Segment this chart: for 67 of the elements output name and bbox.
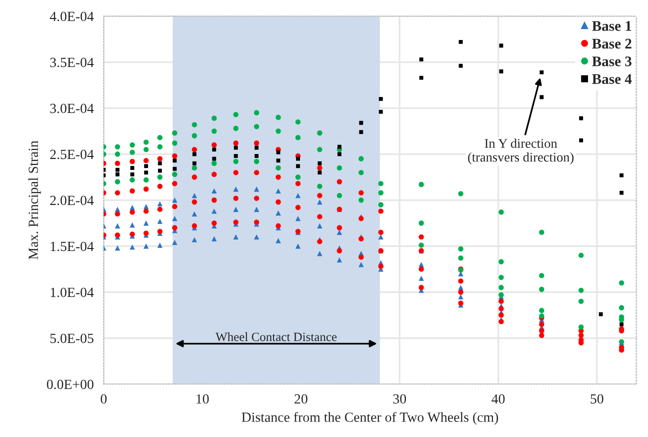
point [276, 158, 280, 163]
point [158, 161, 162, 166]
point [144, 164, 148, 168]
point [458, 40, 463, 44]
point [378, 110, 383, 114]
point [116, 168, 120, 172]
y-tick-label: 1.0E-04 [50, 288, 94, 298]
point [419, 76, 424, 80]
legend-label: Base 4 [592, 74, 632, 84]
point [337, 152, 342, 156]
point [130, 172, 134, 176]
point [254, 146, 259, 150]
point [579, 116, 584, 120]
y-tick-label: 1.5E-04 [50, 242, 94, 252]
band-label: Wheel Contact Distance [216, 332, 337, 342]
point [254, 154, 259, 158]
y-tick-label: 0.0E+00 [46, 380, 94, 390]
point [359, 130, 364, 134]
x-tick-label: 50 [590, 394, 604, 404]
x-tick-label: 40 [492, 394, 505, 404]
point [296, 156, 300, 161]
y-tick-label: 4.0E-04 [50, 12, 94, 22]
x-axis-title: Distance from the Center of Two Wheels (cm) [242, 412, 498, 425]
y-tick-label: 3.5E-04 [50, 58, 94, 68]
point [234, 146, 238, 150]
point [620, 322, 624, 326]
x-tick-label: 10 [196, 394, 209, 404]
annotation: In Y direction (transvers direction) [468, 138, 574, 164]
point [579, 138, 584, 142]
y-tick-label: 2.5E-04 [50, 150, 94, 160]
point [318, 170, 322, 175]
x-tick-label: 0 [100, 394, 107, 404]
y-axis-title: Max. Principal Strain [28, 140, 41, 260]
point [620, 190, 624, 195]
y-tick-label: 3.0E-04 [50, 104, 94, 114]
point [296, 164, 300, 168]
point [499, 69, 504, 74]
point [598, 312, 603, 316]
point [172, 158, 177, 163]
point [359, 120, 364, 125]
point [458, 64, 463, 68]
legend-label: Base 1 [592, 21, 632, 31]
point [419, 57, 424, 62]
x-tick-label: 20 [294, 394, 308, 404]
point [144, 170, 148, 175]
point [540, 95, 544, 100]
point [116, 172, 120, 176]
legend-label: Base 2 [592, 38, 632, 49]
point [130, 166, 134, 170]
point [192, 161, 196, 166]
y-tick-label: 5.0E-05 [50, 334, 94, 344]
point [337, 144, 342, 149]
point [378, 96, 383, 101]
point [499, 44, 504, 48]
point [212, 148, 216, 152]
x-tick-label: 30 [393, 394, 406, 404]
legend-label: Base 3 [592, 56, 632, 66]
point [172, 166, 177, 171]
point [212, 156, 216, 161]
point [234, 154, 238, 158]
point [620, 173, 624, 178]
point [158, 168, 162, 173]
point [318, 161, 322, 166]
point [192, 152, 196, 156]
y-tick-label: 2.0E-04 [50, 196, 94, 206]
point [540, 70, 544, 74]
point [276, 150, 280, 154]
